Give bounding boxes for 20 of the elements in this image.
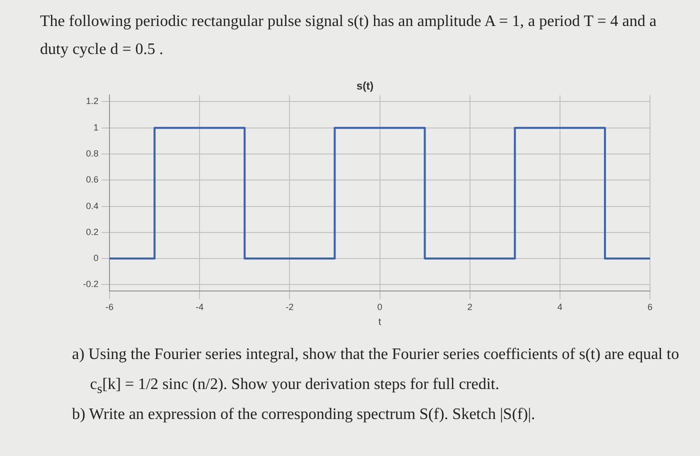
chart-title: s(t): [356, 80, 374, 93]
y-tick-label: 1.2: [86, 96, 99, 106]
y-tick-label: 1: [93, 122, 99, 132]
x-tick-label: 4: [557, 302, 562, 312]
x-tick-label: 0: [377, 302, 382, 312]
y-tick-label: -0.2: [82, 279, 99, 290]
x-tick-label: -4: [196, 302, 204, 312]
y-tick-label: 0.8: [86, 148, 99, 158]
text: b) Write an expression of the corresponding spectrum S(f). Sketch |S(f)|.: [72, 405, 536, 425]
text: a) Using the Fourier series integral, show that the Fourier series coefficients of s(t) are equal to c$_{s}$[k] = 1/2 sinc (n/2). Show your derivation steps for full credit.: [72, 345, 680, 398]
x-tick-label: 2: [467, 302, 472, 312]
y-tick-label: 0.2: [86, 226, 99, 237]
y-tick-label: 0.6: [86, 174, 99, 185]
x-tick-label: 6: [647, 302, 653, 312]
x-tick-label: -2: [286, 302, 294, 312]
y-tick-label: 0: [93, 253, 99, 264]
text: The following periodic rectangular pulse signal s(t) has an amplitude A = 1, a period T = 4 and a duty cycle d = 0.5 .: [40, 12, 658, 60]
x-tick-label: -6: [106, 302, 114, 312]
x-axis-title: t: [378, 316, 382, 328]
y-tick-label: 0.4: [86, 200, 99, 211]
